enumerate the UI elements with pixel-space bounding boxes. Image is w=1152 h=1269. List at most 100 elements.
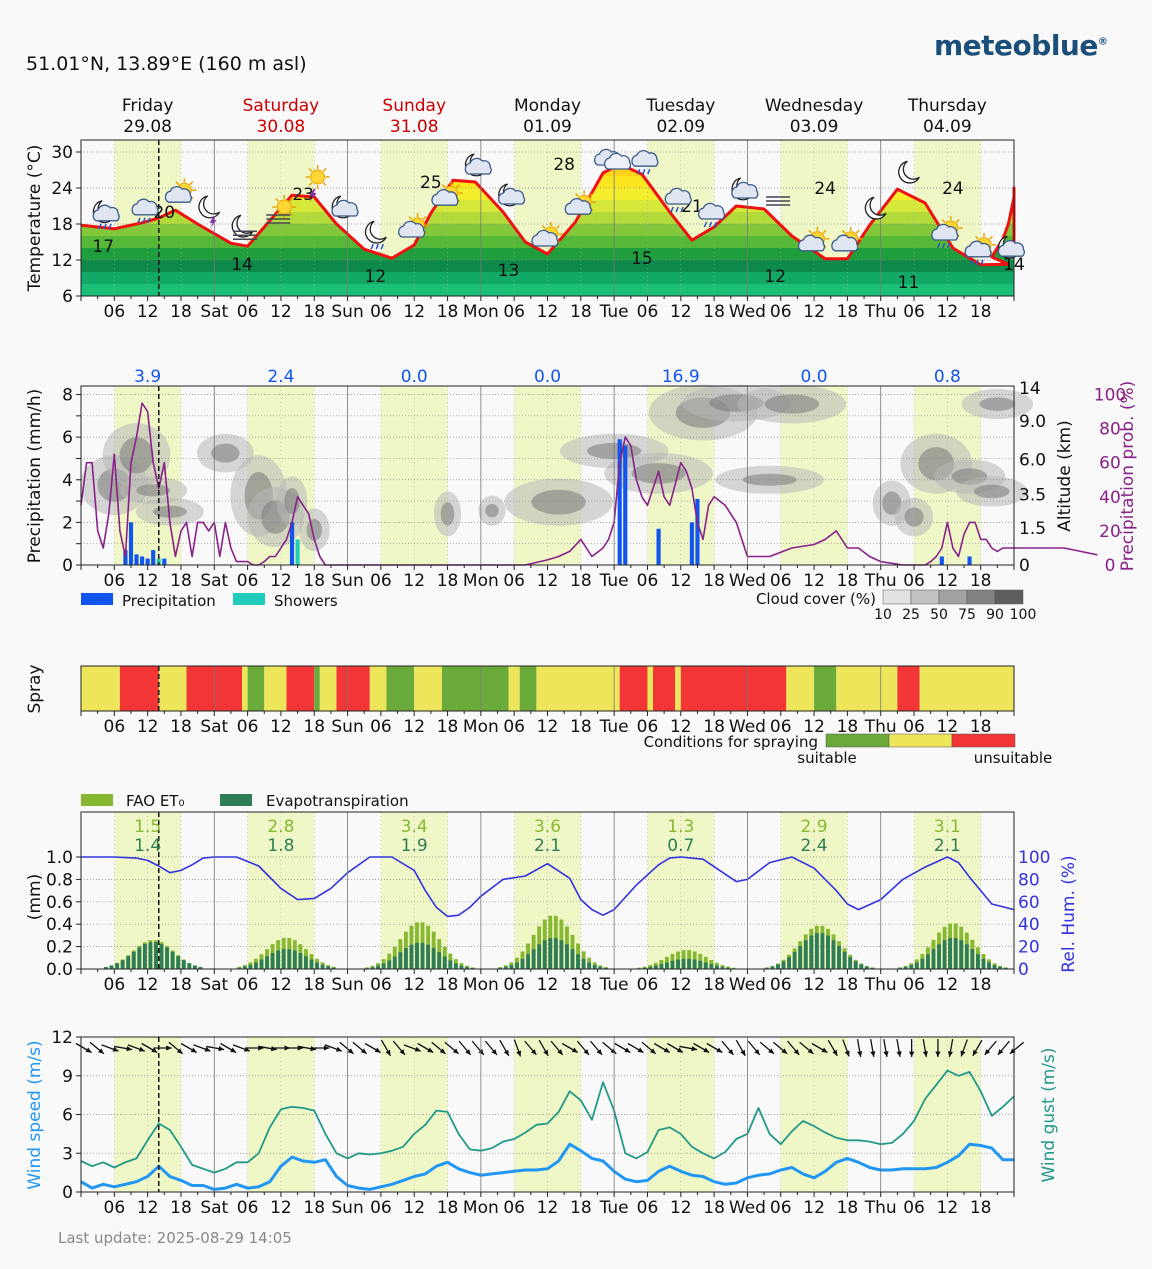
wind-direction-arrow — [666, 1042, 684, 1054]
evapotranspiration-bar — [381, 963, 386, 969]
arrow-head — [491, 1049, 497, 1055]
evapotranspiration-bar — [392, 956, 397, 969]
evapotranspiration-bar — [981, 958, 986, 969]
precipitation-bar — [123, 550, 128, 565]
x-tick-label: 06 — [903, 302, 925, 322]
evapotranspiration-bar — [992, 965, 997, 969]
daytime-band — [247, 1037, 315, 1192]
x-tick-label: 12 — [403, 1198, 425, 1218]
evapotranspiration-bar — [237, 967, 242, 969]
evapotranspiration-bar — [281, 949, 286, 969]
moon-shape — [364, 220, 387, 244]
brand-logo[interactable]: meteoblue® — [934, 29, 1108, 62]
wind-direction-arrow — [856, 1039, 863, 1057]
x-tick-label: 18 — [303, 571, 325, 591]
y-tick-label: 0.4 — [46, 915, 73, 935]
evapotranspiration-bar — [542, 940, 547, 969]
x-tick-label: 18 — [970, 571, 992, 591]
daily-precipitation-sum: 2.4 — [267, 367, 294, 387]
cloud-shape — [331, 199, 359, 217]
sun-cloud-icon — [564, 190, 597, 215]
temperature-value-label: 20 — [153, 203, 175, 223]
arrow-head — [414, 1046, 421, 1052]
arrow-head — [821, 1047, 828, 1053]
cloud-shape — [431, 188, 459, 206]
sun-fog-icon — [266, 195, 297, 224]
x-tick-label: 12 — [670, 571, 692, 591]
x-tick-label: Thu — [864, 571, 897, 591]
evapotranspiration-bar — [698, 960, 703, 969]
wind-direction-arrow — [883, 1039, 889, 1057]
daily-evapotranspiration-sum: 1.8 — [267, 836, 294, 856]
sun-ray — [975, 235, 979, 240]
wind-direction-arrow — [870, 1039, 876, 1057]
day-name: Saturday — [243, 96, 320, 116]
arrow-head — [676, 1047, 683, 1053]
x-tick-label: 18 — [703, 975, 725, 995]
x-tick-label: Sat — [200, 975, 228, 995]
spray-segment — [314, 666, 320, 711]
wind-gust-line — [80, 1069, 1015, 1174]
x-tick-label: 18 — [703, 571, 725, 591]
moon-icon — [864, 196, 887, 220]
evapotranspiration-bar — [315, 962, 319, 969]
x-tick-label: 06 — [104, 571, 126, 591]
wind-direction-arrow — [653, 1042, 671, 1054]
x-tick-label: Sun — [331, 302, 363, 322]
wind-direction-arrow — [576, 1040, 590, 1056]
arrow-head — [204, 1046, 211, 1052]
arrow-head — [243, 1046, 250, 1052]
evapotranspiration-bar — [148, 942, 153, 969]
x-tick-label: 06 — [903, 1198, 925, 1218]
moon-shape — [198, 195, 221, 219]
sun-ray — [941, 218, 946, 223]
y-tick-label: 3 — [62, 1144, 73, 1164]
cloud-cover-core — [211, 443, 240, 463]
wind-direction-arrow — [339, 1041, 354, 1055]
rain-drop — [98, 223, 102, 230]
x-tick-label: 06 — [637, 1198, 659, 1218]
x-tick-label: 12 — [270, 302, 292, 322]
cloud-cover-core — [742, 473, 797, 486]
evapotranspiration-bar — [159, 944, 164, 969]
spray-segment — [675, 666, 681, 711]
cloud-shape — [464, 157, 492, 175]
x-tick-label: 06 — [503, 975, 525, 995]
wind-direction-arrow — [168, 1041, 184, 1055]
evapotranspiration-bar — [642, 967, 647, 969]
x-tick-label: 12 — [937, 717, 959, 737]
x-tick-label: Tue — [599, 571, 629, 591]
x-tick-label: 06 — [637, 717, 659, 737]
evapotranspiration-bar — [853, 961, 858, 969]
showers-bar — [295, 539, 300, 565]
precipitation-bar — [151, 550, 156, 565]
evapotranspiration-bar — [154, 942, 158, 969]
spray-segment — [441, 666, 509, 711]
temperature-value-label: 12 — [365, 267, 387, 287]
evapotranspiration-bar — [531, 949, 536, 969]
evapotranspiration-bar — [526, 954, 531, 969]
x-tick-label: 12 — [937, 571, 959, 591]
x-tick-label: Wed — [729, 1198, 766, 1218]
day-date: 01.09 — [523, 117, 572, 137]
arrow-head — [126, 1046, 133, 1052]
wind-direction-arrow — [193, 1044, 211, 1052]
precipitation-bar — [140, 556, 145, 565]
cloud-cover-core — [979, 397, 1016, 411]
precipitation-bar — [145, 558, 150, 565]
evapotranspiration-bar — [792, 951, 797, 969]
sun-ray — [308, 167, 313, 172]
sun-disc — [276, 199, 292, 215]
wind-direction-arrow — [589, 1040, 603, 1056]
x-tick-label: 18 — [170, 975, 192, 995]
arrow-head — [323, 1045, 330, 1051]
evapotranspiration-bar — [564, 944, 569, 969]
evapotranspiration-bar — [120, 960, 125, 969]
wind-speed-line — [80, 1142, 1014, 1191]
day-date: 30.08 — [257, 117, 306, 137]
cloud-shape — [164, 185, 192, 203]
evapotranspiration-bar — [248, 964, 253, 969]
evapotranspiration-bar — [831, 940, 836, 969]
evapotranspiration-axis-label: (mm) — [25, 874, 45, 920]
arrow-head — [503, 1049, 509, 1056]
